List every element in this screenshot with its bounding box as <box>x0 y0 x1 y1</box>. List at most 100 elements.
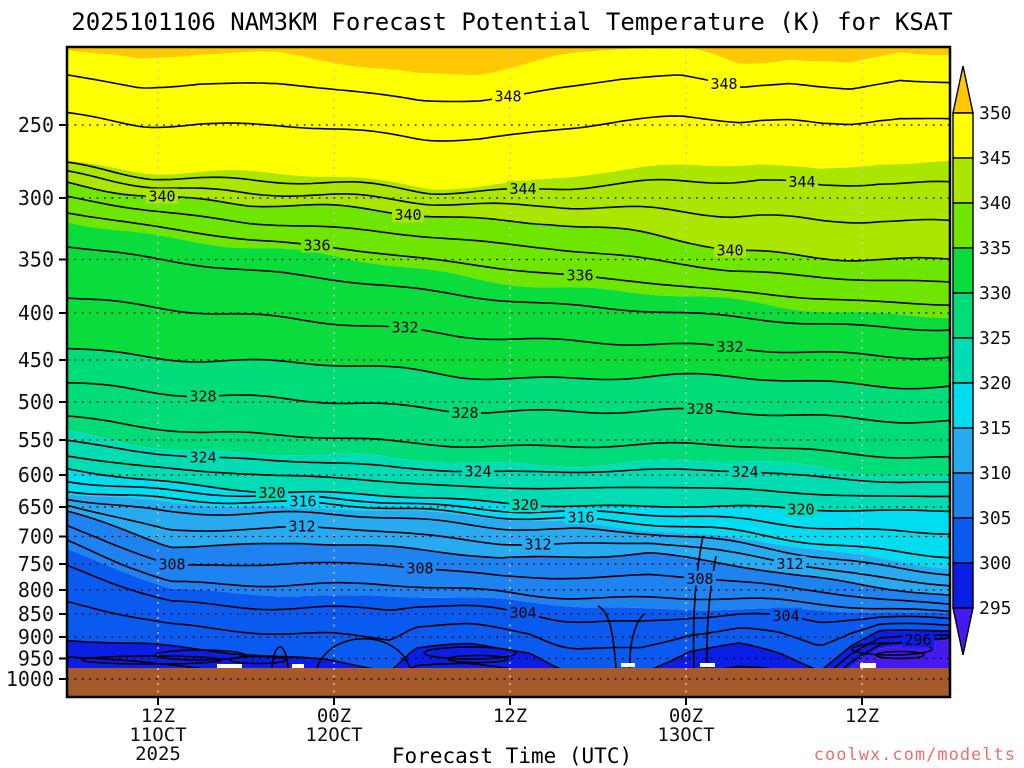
contour-line-340 <box>66 181 951 262</box>
contour-line-342 <box>66 170 951 224</box>
contour-line-312 <box>66 504 950 587</box>
contour-label: 328 <box>189 388 216 406</box>
colorbar-label: 335 <box>979 238 1012 259</box>
contour-label-bg <box>156 556 188 572</box>
frame-border <box>65 45 952 699</box>
x-axis-label: 13OCT <box>657 724 714 746</box>
contour-label: 320 <box>258 484 285 502</box>
contour-line-346 <box>66 111 950 142</box>
terrain <box>67 663 950 697</box>
colorbar-cell <box>952 427 974 474</box>
contour-label-bg <box>389 319 421 335</box>
y-axis-label: 950 <box>18 647 54 671</box>
colorbar-label: 295 <box>979 598 1012 619</box>
contour-label: 348 <box>710 75 737 93</box>
contour-label-bg <box>714 339 746 355</box>
contour-label-bg <box>785 501 817 517</box>
contour-label-bg <box>565 509 597 525</box>
contour-label: 344 <box>509 180 536 198</box>
y-axis-labels: 2503003504004505005506006507007508008509… <box>6 113 54 691</box>
contour-line-316 <box>66 490 950 559</box>
contour-label: 312 <box>288 517 315 535</box>
contour-label-bg <box>507 180 539 196</box>
x-axis-label: 12Z <box>141 705 175 727</box>
colorbar-cell <box>952 157 974 204</box>
x-axis-label: 11OCT <box>129 724 186 746</box>
fill-band->350 <box>67 47 950 75</box>
contour-label: 340 <box>394 206 421 224</box>
surface-white-dash <box>292 664 304 668</box>
surface-contour-detail <box>692 535 704 669</box>
contour-label: 308 <box>686 570 713 588</box>
contour-label: 312 <box>776 555 803 573</box>
x-axis-title: Forecast Time (UTC) <box>391 744 633 768</box>
closed-contour-loop <box>154 649 246 661</box>
contour-label-bg <box>684 401 716 417</box>
plot-frame <box>59 45 952 705</box>
contour-label: 304 <box>772 607 799 625</box>
closed-contour-loop <box>875 650 925 660</box>
terrain-strip <box>67 668 950 697</box>
contour-label: 340 <box>148 188 175 206</box>
contour-label-bg <box>404 560 436 576</box>
x-axis-label: 12Z <box>845 705 879 727</box>
contour-label-bg <box>729 463 761 479</box>
y-axis-label: 300 <box>18 186 54 210</box>
y-axis-label: 450 <box>18 348 54 372</box>
contour-label: 308 <box>406 559 433 577</box>
y-axis-label: 500 <box>18 390 54 414</box>
y-axis-label: 800 <box>18 578 54 602</box>
colorbar-overflow-arrow <box>952 65 974 114</box>
contour-label-bg <box>774 555 806 571</box>
contour-label-bg <box>786 173 818 189</box>
contour-labels: 348 348 344 344 340 340 340 336 336 332 332 328 328 3… <box>146 75 934 649</box>
contour-label-bg <box>902 632 934 648</box>
contour-line-332 <box>66 297 951 360</box>
colorbar: 350 345 340 335 330 325 320 315 310 305 300 295 <box>952 65 1012 656</box>
contour-label: 320 <box>511 496 538 514</box>
contour-label-bg <box>449 405 481 421</box>
colorbar-label: 325 <box>979 328 1012 349</box>
colorbar-cell <box>952 292 974 339</box>
colorbar-label: 310 <box>979 463 1012 484</box>
y-axis-label: 700 <box>18 525 54 549</box>
contour-label: 312 <box>524 536 551 554</box>
colorbar-cell <box>952 562 974 609</box>
watermark-link[interactable]: coolwx.com/modelts <box>813 745 1016 765</box>
contour-line-336 <box>66 212 950 306</box>
contour-label-bg <box>708 75 740 91</box>
contour-line-330 <box>66 347 951 390</box>
closed-contour-loop <box>229 655 287 665</box>
contour-label: 328 <box>686 400 713 418</box>
contour-label-bg <box>507 605 539 621</box>
surface-white-dash <box>217 664 242 668</box>
colorbar-cell <box>952 112 974 159</box>
theta-fill-bands <box>67 47 950 697</box>
colorbar-label: 305 <box>979 508 1012 529</box>
y-axis-label: 900 <box>18 625 54 649</box>
surface-contour-detail <box>706 555 717 669</box>
contour-label: 296 <box>904 631 931 649</box>
colorbar-label: 340 <box>979 193 1012 214</box>
y-axis-label: 400 <box>18 301 54 325</box>
fill-band-325-330 <box>67 348 950 477</box>
colorbar-label: 320 <box>979 373 1012 394</box>
surface-contour-detail <box>316 638 411 669</box>
contour-line-326 <box>66 415 950 459</box>
contour-label-bg <box>286 518 318 534</box>
fill-band-335-340 <box>67 182 950 318</box>
colorbar-label: 345 <box>979 148 1012 169</box>
y-axis-label: 750 <box>18 552 54 576</box>
contour-label-bg <box>187 449 219 465</box>
contour-label-bg <box>392 207 424 223</box>
closed-contour-loop <box>423 646 517 660</box>
y-axis-label: 650 <box>18 495 54 519</box>
contour-label: 324 <box>189 448 216 466</box>
contour-label: 308 <box>158 556 185 574</box>
y-axis-label: 600 <box>18 463 54 487</box>
colorbar-cell <box>952 247 974 294</box>
contour-label-bg <box>770 607 802 623</box>
contour-label: 316 <box>289 492 316 510</box>
surface-contour-detail <box>597 605 617 669</box>
